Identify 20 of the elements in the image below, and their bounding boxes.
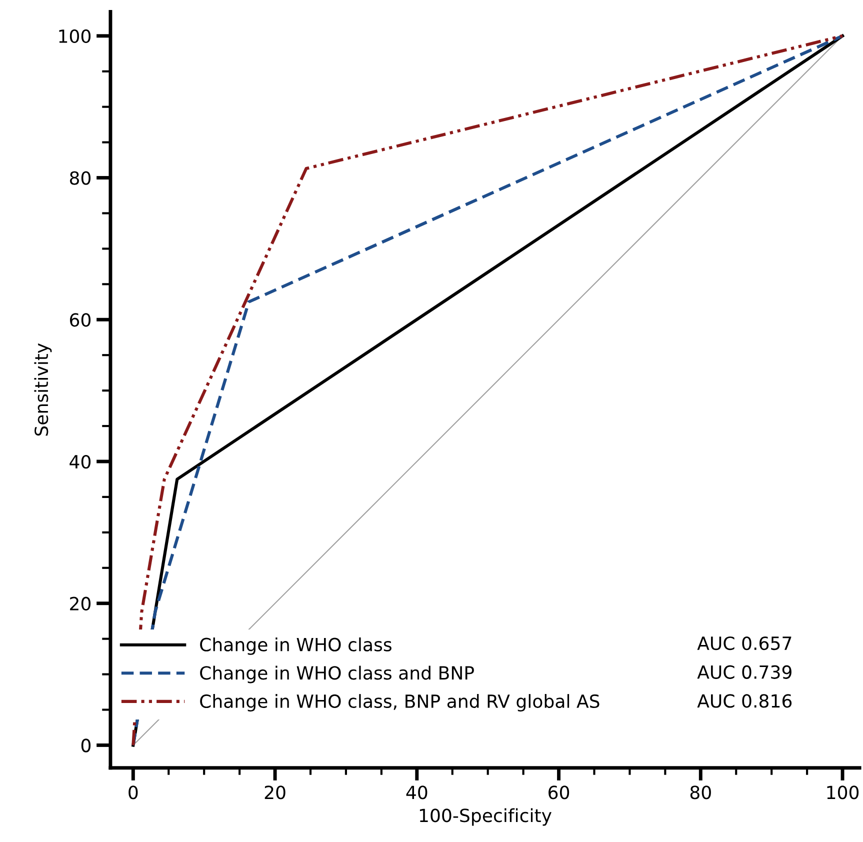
x-tick-label: 40 <box>406 786 428 800</box>
y-tick-label: 20 <box>70 596 91 610</box>
x-tick-label: 0 <box>128 786 138 800</box>
x-tick-label: 20 <box>264 786 286 800</box>
x-tick-label: 100 <box>827 786 859 800</box>
annotation: AUC 0.816 <box>697 694 792 708</box>
legend-label: Change in WHO class and BNP <box>200 666 474 684</box>
x-tick-label: 80 <box>690 786 711 800</box>
annotation: AUC 0.657 <box>697 636 792 650</box>
x-axis-title: 100-Specificity <box>420 808 552 826</box>
y-tick-label: 60 <box>70 313 91 327</box>
legend-label: Change in WHO class, BNP and RV global AS <box>200 694 600 712</box>
y-tick-label: 80 <box>70 171 91 185</box>
annotation: AUC 0.739 <box>697 665 792 679</box>
y-tick-label: 100 <box>59 29 91 44</box>
y-axis-title: Sensitivity <box>34 343 52 436</box>
y-tick-label: 0 <box>81 738 91 752</box>
legend-label: Change in WHO class <box>200 637 392 655</box>
x-tick-label: 60 <box>548 786 570 800</box>
y-tick-label: 40 <box>70 454 91 469</box>
